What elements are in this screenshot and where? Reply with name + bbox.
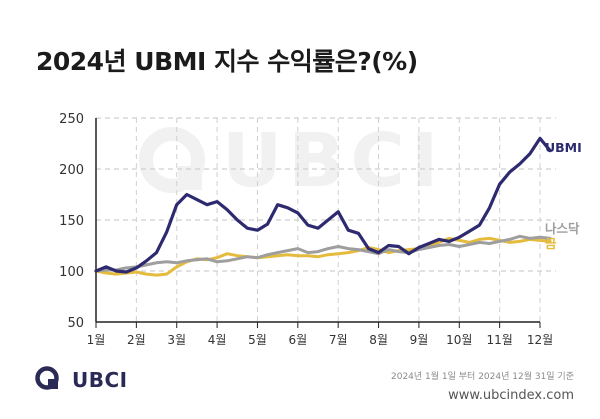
y-tick-label: 50 <box>67 316 84 331</box>
series-line-nasdaq <box>94 234 552 273</box>
x-tick-label: 8월 <box>369 333 388 347</box>
axes: 50 100 150 200 250 1월 2월 3월 4월 5월 6월 7월 8월 9월 10월 11월 12… <box>59 112 553 347</box>
x-tick-label: 4월 <box>208 333 227 347</box>
watermark-icon <box>139 127 205 193</box>
x-tick-label: 6월 <box>288 333 307 347</box>
page-title: 2024년 UBMI 지수 수익률은?(%) <box>36 47 418 76</box>
date-basis-note: 2024년 1월 1일 부터 2024년 12월 31일 기준 <box>391 372 574 382</box>
watermark: UBCI <box>139 118 444 204</box>
logo-text: UBCI <box>72 368 128 392</box>
x-tick-label: 10월 <box>446 333 472 347</box>
x-tick-label: 9월 <box>410 333 429 347</box>
website-url[interactable]: www.ubcindex.com <box>448 388 574 403</box>
y-tick-label: 100 <box>59 265 84 280</box>
x-tick-label: 3월 <box>167 333 186 347</box>
series-lines <box>94 136 552 277</box>
x-tick-label: 12월 <box>527 333 553 347</box>
y-tick-label: 150 <box>59 214 84 229</box>
x-tick-label: 2월 <box>127 333 146 347</box>
series-label-ubmi: UBMI <box>545 140 582 155</box>
ubci-logo-icon <box>35 366 59 390</box>
watermark-text: UBCI <box>222 118 444 204</box>
x-tick-label: 11월 <box>486 333 512 347</box>
x-tick-label: 1월 <box>87 333 106 347</box>
series-label-gold: 금 <box>545 236 557 251</box>
ubci-logo: UBCI <box>34 365 128 395</box>
x-tick-label: 5월 <box>248 333 267 347</box>
series-line-gold <box>94 236 552 277</box>
y-tick-label: 250 <box>59 112 84 127</box>
watermark-icon-corner <box>178 166 202 190</box>
series-line-ubmi <box>94 136 552 274</box>
x-tick-label: 7월 <box>329 333 348 347</box>
y-tick-label: 200 <box>59 163 84 178</box>
series-label-nasdaq: 나스닥 <box>545 221 580 236</box>
